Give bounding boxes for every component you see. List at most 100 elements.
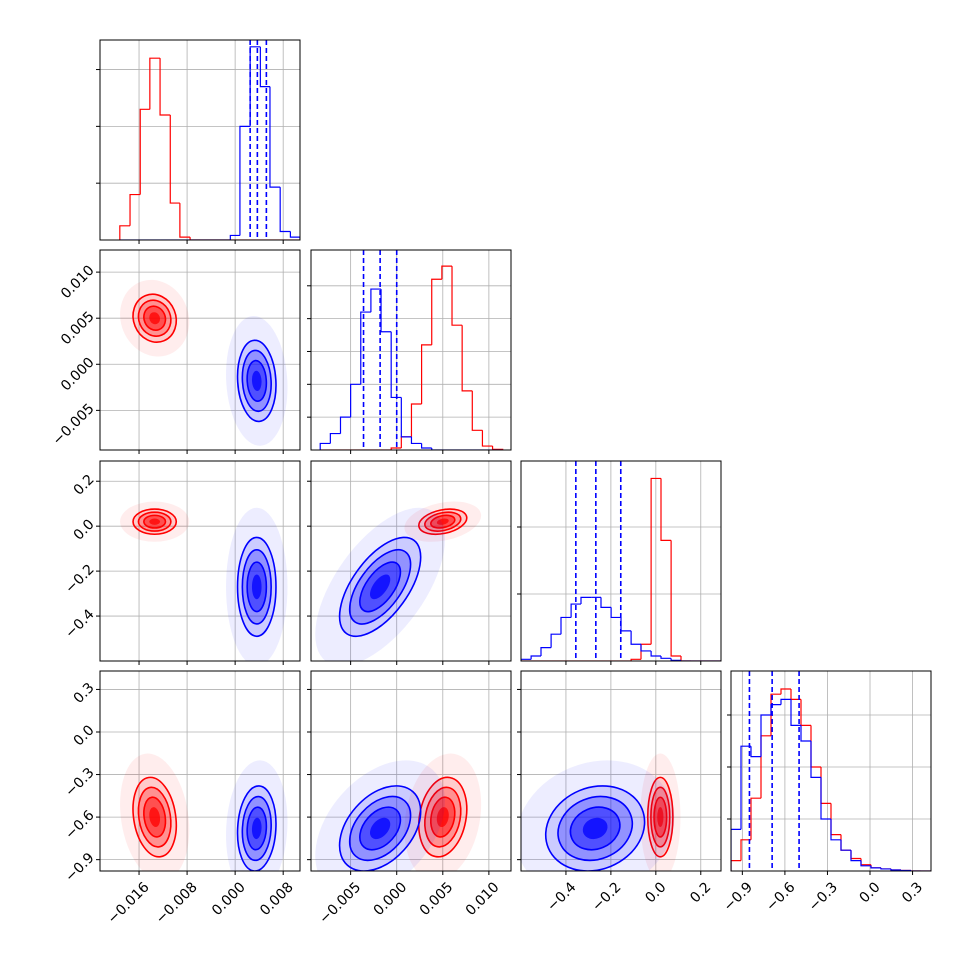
panel	[311, 250, 511, 450]
x-tick-label: 0.0	[857, 879, 884, 906]
histogram-step	[860, 858, 871, 866]
x-tick-label: 0.2	[687, 879, 714, 906]
histogram-step	[900, 869, 911, 871]
histogram-step	[810, 725, 821, 768]
panel-frame	[99, 460, 301, 662]
panel	[100, 671, 300, 871]
x-tick-label: −0.005	[316, 879, 364, 927]
histogram-step	[760, 714, 771, 757]
x-tick-label: 0.010	[463, 879, 503, 919]
histogram-step	[481, 430, 493, 447]
y-tick-label: 0.2	[71, 472, 98, 499]
histogram-step	[390, 447, 402, 450]
histogram-step	[850, 850, 861, 862]
histogram-step	[780, 688, 791, 695]
x-tick-label: −0.016	[105, 879, 153, 927]
x-tick-label: 0.005	[417, 879, 457, 919]
histogram-step	[800, 725, 811, 742]
panel-frame	[730, 670, 932, 872]
histogram-step	[169, 115, 180, 204]
histogram-step	[731, 828, 741, 871]
histogram-step	[640, 644, 652, 652]
y-tick-label: −0.3	[62, 765, 97, 800]
density	[657, 807, 664, 828]
histogram-step	[780, 698, 791, 705]
histogram-step	[521, 658, 532, 661]
density	[582, 817, 608, 840]
histogram-step	[550, 633, 561, 648]
density	[251, 574, 262, 600]
histogram-step	[580, 596, 592, 605]
panel	[311, 461, 511, 661]
y-tick-label: 0.010	[58, 262, 98, 302]
y-tick-label: 0.0	[71, 722, 98, 749]
histogram-step	[660, 478, 672, 541]
panel-frame	[310, 249, 512, 451]
histogram-step	[750, 797, 761, 840]
histogram-step	[650, 650, 661, 657]
histogram-step	[420, 443, 432, 449]
histogram-step	[740, 839, 751, 861]
panel-frame	[99, 249, 301, 451]
histogram-step	[431, 448, 442, 450]
histogram-step	[380, 289, 392, 333]
histogram-step	[410, 403, 422, 437]
histogram-step	[139, 108, 150, 195]
histogram-step	[870, 865, 881, 869]
histogram-step	[670, 540, 681, 657]
histogram-step	[820, 777, 831, 820]
histogram-step	[350, 383, 361, 418]
x-tick-label: −0.2	[589, 879, 624, 914]
histogram-step	[610, 607, 621, 619]
histogram-step	[840, 834, 851, 851]
histogram-step	[680, 655, 692, 661]
histogram-step	[410, 436, 422, 445]
histogram-step	[471, 390, 483, 431]
histogram-step	[530, 655, 541, 660]
panel-frame	[520, 460, 722, 662]
y-tick-label: 0.3	[71, 680, 98, 707]
panel	[731, 671, 931, 871]
histogram-step	[860, 860, 871, 867]
density	[149, 312, 161, 325]
histogram-step	[600, 597, 612, 608]
histogram-step	[269, 86, 281, 188]
histogram-step	[329, 432, 341, 444]
histogram-step	[159, 58, 171, 116]
histogram-step	[840, 839, 851, 851]
panel-frame	[310, 670, 512, 872]
x-tick-label: 0.0	[642, 879, 669, 906]
x-tick-label: 0.000	[371, 879, 411, 919]
histogram-step	[229, 234, 240, 240]
histogram-step	[289, 231, 300, 240]
x-tick-label: −0.4	[544, 879, 579, 914]
panel	[311, 671, 511, 871]
panel-frame	[99, 39, 301, 241]
x-tick-label: 0.000	[209, 879, 249, 919]
panel-frame	[99, 670, 301, 872]
density	[436, 518, 449, 525]
histogram-step	[660, 655, 672, 659]
y-tick-label: 0.0	[71, 517, 98, 544]
histogram-step	[830, 818, 841, 841]
y-tick-label: −0.4	[62, 606, 97, 641]
histogram-step	[820, 766, 831, 804]
density	[251, 370, 262, 392]
y-tick-label: 0.005	[58, 309, 98, 349]
histogram-step	[119, 225, 131, 240]
histogram-step	[279, 187, 291, 233]
panel-frame	[310, 460, 512, 662]
histogram-step	[670, 658, 681, 661]
panel	[521, 671, 721, 871]
histogram-step	[880, 867, 891, 870]
histogram-step	[249, 46, 261, 127]
histogram-step	[461, 325, 473, 392]
histogram-step	[420, 344, 432, 405]
y-tick-label: −0.9	[62, 850, 97, 885]
density	[369, 817, 391, 840]
x-tick-label: −0.3	[806, 879, 841, 914]
y-tick-label: −0.6	[62, 807, 97, 842]
y-tick-label: 0.000	[58, 355, 98, 395]
histogram-step	[750, 746, 761, 758]
density	[436, 807, 449, 828]
